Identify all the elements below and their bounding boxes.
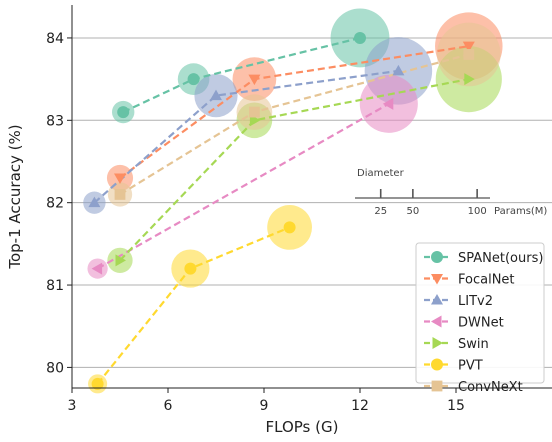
legend-label: LITv2	[458, 294, 493, 309]
legend-label: PVT	[458, 359, 483, 374]
legend: SPANet(ours) FocalNet LITv2 DWNet Swin PVT Con…	[415, 242, 545, 395]
data-point	[114, 173, 126, 184]
legend-label: SPANet(ours)	[458, 251, 543, 266]
series-markers	[88, 31, 475, 390]
size-legend-tick-label: 100	[468, 206, 487, 217]
data-point	[117, 106, 130, 119]
y-tick-label: 83	[46, 113, 64, 129]
legend-marker	[431, 294, 443, 305]
data-point	[187, 73, 200, 86]
size-legend: Diameter 25 50 100 Params(M)	[355, 168, 547, 217]
y-tick-label: 84	[46, 31, 64, 47]
legend-label: Swin	[458, 337, 489, 352]
data-point	[210, 89, 222, 101]
data-point	[115, 254, 126, 267]
x-tick-label: 3	[68, 398, 77, 414]
x-tick-label: 12	[351, 398, 369, 414]
data-point	[91, 262, 103, 275]
series-line	[97, 102, 390, 270]
legend-marker	[431, 358, 443, 371]
x-tick-label: 15	[447, 398, 465, 414]
size-legend-tick-label: 50	[406, 206, 419, 217]
data-point	[249, 106, 260, 118]
x-axis-label: FLOPs (G)	[266, 418, 339, 436]
data-point	[248, 74, 261, 86]
legend-marker	[431, 380, 443, 392]
y-tick-label: 82	[46, 196, 64, 212]
data-point	[464, 73, 475, 86]
legend-label: DWNet	[458, 316, 504, 331]
data-point	[91, 377, 104, 390]
data-point	[392, 64, 405, 76]
y-tick-label: 81	[46, 278, 64, 294]
axes: 80 81 82 83 84 3 6 9 12 15	[46, 5, 552, 414]
data-point	[114, 189, 126, 200]
x-tick-label: 9	[260, 398, 269, 414]
legend-marker	[431, 274, 443, 285]
data-point	[354, 31, 366, 44]
legend-marker	[431, 315, 442, 328]
size-legend-unit: Params(M)	[494, 206, 547, 217]
data-point	[184, 262, 197, 275]
data-point	[382, 97, 394, 110]
data-point	[283, 221, 296, 234]
data-point	[462, 41, 475, 53]
size-legend-title: Diameter	[357, 168, 405, 179]
y-axis-label: Top-1 Accuracy (%)	[6, 124, 24, 269]
legend-label: FocalNet	[458, 273, 515, 288]
legend-label: ConvNeXt	[458, 380, 523, 395]
legend-marker	[432, 337, 443, 349]
y-tick-label: 80	[46, 360, 64, 376]
x-tick-label: 6	[164, 398, 173, 414]
legend-marker	[431, 251, 443, 263]
size-legend-tick-label: 25	[374, 206, 387, 217]
data-point	[88, 196, 101, 208]
bubbles	[83, 8, 503, 394]
data-point	[463, 49, 475, 60]
